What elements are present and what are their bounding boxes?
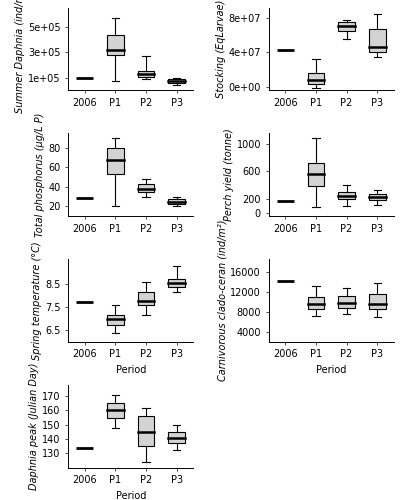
Bar xyxy=(338,22,355,31)
Bar xyxy=(168,79,185,82)
X-axis label: Period: Period xyxy=(316,365,346,375)
Y-axis label: Daphnia peak (Julian Day): Daphnia peak (Julian Day) xyxy=(29,362,39,490)
Bar xyxy=(138,70,154,77)
Bar xyxy=(369,29,386,52)
Bar xyxy=(168,200,185,204)
Y-axis label: Stocking (EqLarvae): Stocking (EqLarvae) xyxy=(216,0,226,98)
Bar xyxy=(308,296,324,308)
Bar xyxy=(308,163,324,186)
Y-axis label: Spring temperature (°C): Spring temperature (°C) xyxy=(32,241,42,360)
Bar xyxy=(107,148,124,174)
Bar xyxy=(138,184,154,192)
Bar xyxy=(338,296,355,308)
Bar xyxy=(338,192,355,199)
Bar xyxy=(369,294,386,309)
X-axis label: Period: Period xyxy=(116,365,146,375)
Bar xyxy=(138,416,154,446)
Bar xyxy=(168,278,185,287)
Bar xyxy=(369,194,386,200)
Y-axis label: Perch yield (tonne): Perch yield (tonne) xyxy=(224,128,234,221)
Bar xyxy=(308,73,324,84)
Y-axis label: Carnivorous clado-ceran (ind/m²): Carnivorous clado-ceran (ind/m²) xyxy=(218,220,228,381)
Bar xyxy=(107,35,124,54)
Y-axis label: Total phosphorus (µg/L P): Total phosphorus (µg/L P) xyxy=(35,112,45,237)
Bar xyxy=(107,404,124,417)
Bar xyxy=(168,432,185,444)
Bar xyxy=(107,314,124,325)
Y-axis label: Summer Daphnia (ind/m²): Summer Daphnia (ind/m²) xyxy=(15,0,25,112)
X-axis label: Period: Period xyxy=(116,490,146,500)
Bar xyxy=(138,292,154,306)
